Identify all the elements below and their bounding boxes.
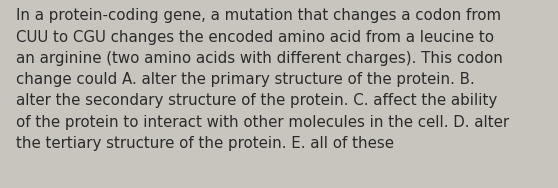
Text: In a protein-coding gene, a mutation that changes a codon from
CUU to CGU change: In a protein-coding gene, a mutation tha… [16, 8, 509, 151]
